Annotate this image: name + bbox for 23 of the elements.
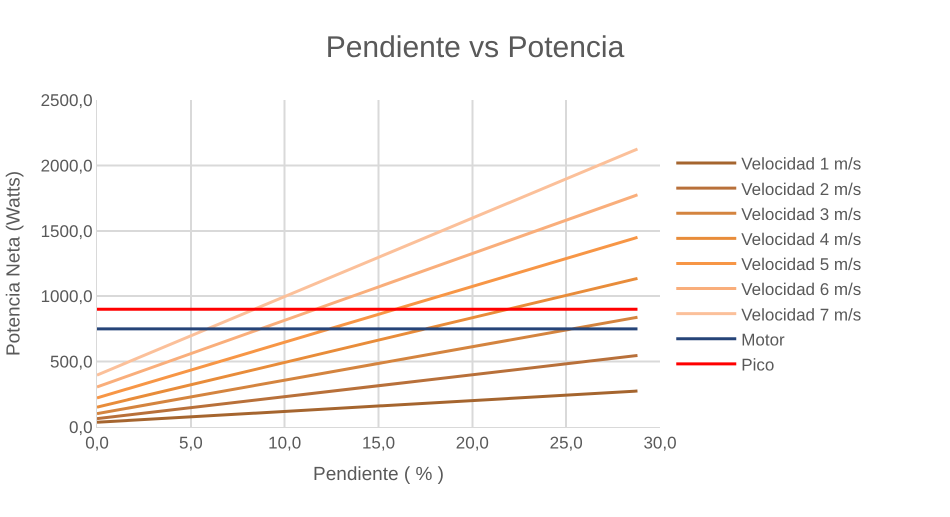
y-tick-label: 1000,0 [40, 287, 93, 306]
x-tick-label: 10,0 [268, 433, 302, 452]
y-tick-label: 2500,0 [40, 90, 93, 110]
y-tick-label: 2000,0 [40, 156, 93, 176]
y-axis-title: Potencia Neta (Watts) [3, 170, 24, 356]
legend-label: Velocidad 4 m/s [741, 230, 862, 249]
legend-label: Velocidad 2 m/s [741, 180, 862, 199]
y-tick-label: 500,0 [50, 352, 93, 372]
x-axis-title: Pendiente ( % ) [313, 464, 444, 486]
legend-label: Velocidad 1 m/s [741, 154, 862, 174]
legend-label: Velocidad 6 m/s [741, 280, 862, 300]
x-tick-label: 30,0 [643, 433, 677, 452]
y-tick-label: 1500,0 [40, 222, 93, 241]
legend-label: Pico [741, 355, 774, 374]
x-tick-label: 20,0 [456, 433, 489, 452]
legend-label: Velocidad 5 m/s [741, 255, 862, 274]
chart-title: Pendiente vs Potencia [326, 31, 625, 64]
legend-label: Velocidad 7 m/s [741, 305, 862, 324]
legend-label: Motor [741, 330, 786, 350]
x-tick-label: 5,0 [179, 433, 203, 452]
x-tick-label: 15,0 [362, 433, 396, 452]
x-tick-label: 25,0 [550, 433, 583, 452]
legend-label: Velocidad 3 m/s [741, 204, 862, 224]
